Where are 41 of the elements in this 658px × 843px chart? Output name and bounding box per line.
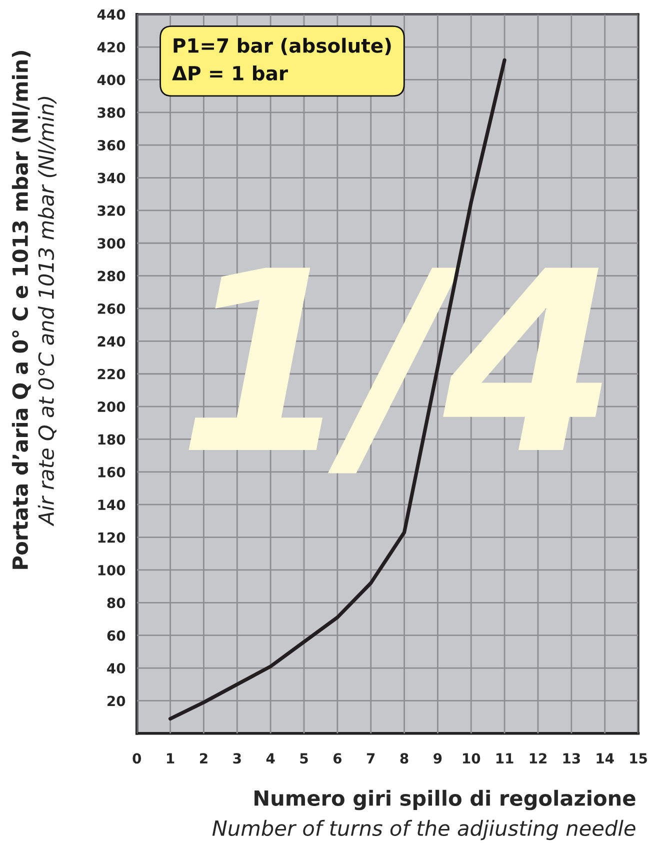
x-axis-title: Numero giri spillo di regolazione Number of turns of the adjiusting needle (212, 790, 636, 840)
y-tick-label: 380 (98, 107, 126, 118)
y-tick-label: 440 (97, 9, 126, 20)
x-tick-label: 9 (434, 753, 442, 764)
y-tick-label: 260 (98, 303, 126, 314)
x-tick-label: 11 (496, 753, 514, 764)
x-tick-label: 12 (530, 753, 546, 764)
y-axis-title: Portata d’aria Q a 0° C e 1013 mbar (Nl/min) Air rate Q at 0°C and 1013 mbar (Nl/min) (12, 51, 56, 569)
x-tick-label: 15 (630, 753, 647, 764)
y-tick-label: 40 (107, 663, 126, 674)
x-tick-label: 6 (333, 753, 342, 764)
y-tick-label: 420 (97, 42, 126, 52)
annotation: P1=7 bar (absolute) ΔP = 1 bar (172, 38, 391, 81)
y-tick-label: 120 (98, 532, 126, 543)
y-tick-label: 180 (98, 434, 126, 445)
x-tick-label: 0 (132, 753, 142, 764)
y-tick-label: 220 (98, 368, 126, 380)
x-tick-label: 4 (266, 753, 275, 764)
x-tick-label: 14 (596, 753, 614, 764)
y-tick-label: 340 (98, 172, 126, 184)
y-tick-label: 100 (98, 564, 126, 576)
x-tick-label: 13 (563, 753, 580, 764)
x-tick-label: 7 (366, 753, 375, 764)
y-tick-label: 60 (107, 630, 126, 641)
x-tick-label: 5 (300, 753, 308, 764)
y-tick-label: 300 (98, 238, 126, 249)
y-tick-label: 360 (98, 140, 126, 151)
y-tick-label: 200 (98, 402, 126, 412)
y-tick-label: 240 (98, 336, 126, 347)
y-tick-label: 20 (108, 696, 126, 706)
x-tick-label: 10 (463, 753, 480, 764)
x-tick-label: 2 (200, 753, 208, 764)
x-tick-label: 8 (400, 753, 408, 764)
x-tick-label: 1 (167, 753, 174, 764)
y-tick-label: 140 (98, 500, 126, 510)
x-tick-label: 3 (233, 753, 241, 764)
y-tick-label: 280 (98, 270, 126, 282)
y-tick-label: 320 (98, 205, 126, 216)
y-tick-label: 80 (107, 598, 126, 608)
y-tick-label: 160 (98, 466, 126, 478)
y-tick-label: 400 (97, 74, 126, 86)
